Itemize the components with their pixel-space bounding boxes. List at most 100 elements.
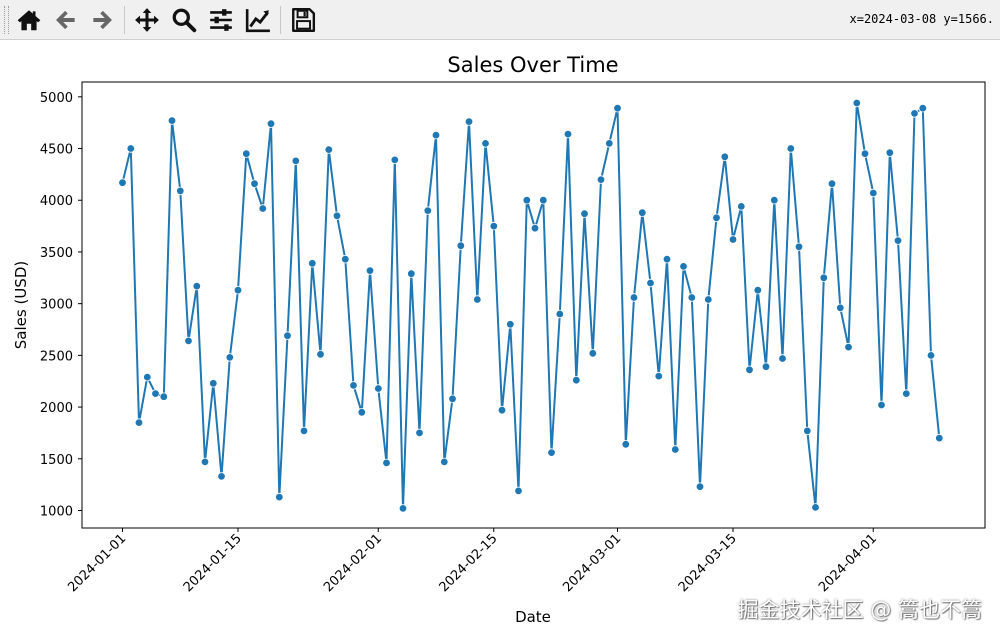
data-point bbox=[630, 294, 638, 302]
data-point bbox=[284, 332, 292, 340]
data-point bbox=[449, 395, 457, 403]
data-point bbox=[614, 104, 622, 112]
data-point bbox=[639, 209, 647, 217]
data-point bbox=[424, 207, 432, 215]
data-point bbox=[622, 441, 630, 449]
data-point bbox=[482, 140, 490, 148]
data-point bbox=[366, 267, 374, 275]
data-point bbox=[399, 505, 407, 513]
data-point bbox=[457, 242, 465, 250]
data-point bbox=[416, 429, 424, 437]
data-point bbox=[465, 118, 473, 126]
data-point bbox=[597, 176, 605, 184]
data-point bbox=[688, 294, 696, 302]
data-point bbox=[795, 243, 803, 251]
y-tick-label: 5000 bbox=[40, 91, 73, 106]
data-point bbox=[193, 282, 201, 290]
data-point bbox=[828, 180, 836, 188]
data-point bbox=[548, 449, 556, 457]
data-point bbox=[919, 104, 927, 112]
chart-title: Sales Over Time bbox=[447, 53, 618, 77]
data-point bbox=[903, 390, 911, 398]
zoom-button[interactable] bbox=[169, 5, 199, 35]
data-point bbox=[300, 427, 308, 435]
data-point bbox=[218, 473, 226, 481]
data-point bbox=[894, 237, 902, 245]
data-point bbox=[754, 286, 762, 294]
data-point bbox=[267, 120, 275, 128]
x-axis-label: Date bbox=[515, 608, 551, 626]
watermark: 掘金技术社区 @ 篙也不篙 bbox=[738, 594, 982, 624]
y-tick-label: 3000 bbox=[40, 298, 73, 313]
data-point bbox=[837, 304, 845, 312]
data-point bbox=[861, 150, 869, 158]
data-point bbox=[911, 110, 919, 118]
pan-button[interactable] bbox=[132, 5, 162, 35]
data-point bbox=[672, 446, 680, 454]
data-point bbox=[581, 210, 589, 218]
back-button[interactable] bbox=[51, 5, 81, 35]
data-point bbox=[309, 260, 317, 268]
data-point bbox=[870, 189, 878, 197]
data-point bbox=[441, 458, 449, 466]
data-point bbox=[531, 224, 539, 232]
data-point bbox=[820, 274, 828, 282]
data-point bbox=[375, 385, 383, 393]
cursor-coordinates: x=2024-03-08 y=1566. bbox=[850, 12, 995, 26]
data-point bbox=[160, 393, 168, 401]
data-point bbox=[515, 487, 523, 495]
y-tick-label: 1000 bbox=[40, 505, 73, 520]
toolbar-grip bbox=[4, 6, 9, 34]
data-point bbox=[342, 255, 350, 263]
edit-axes-button[interactable] bbox=[243, 5, 273, 35]
home-button[interactable] bbox=[14, 5, 44, 35]
forward-button[interactable] bbox=[87, 5, 117, 35]
data-point bbox=[119, 179, 127, 187]
y-tick-label: 3500 bbox=[40, 246, 73, 261]
data-point bbox=[226, 354, 234, 362]
data-point bbox=[729, 236, 737, 244]
data-point bbox=[878, 401, 886, 409]
data-point bbox=[713, 214, 721, 222]
data-point bbox=[663, 255, 671, 263]
data-point bbox=[540, 196, 548, 204]
data-point bbox=[276, 493, 284, 501]
configure-subplots-button[interactable] bbox=[206, 5, 236, 35]
data-point bbox=[705, 296, 713, 304]
back-icon bbox=[53, 7, 79, 33]
data-point bbox=[771, 196, 779, 204]
data-point bbox=[647, 279, 655, 287]
home-icon bbox=[16, 7, 42, 33]
data-point bbox=[333, 212, 341, 220]
data-point bbox=[680, 263, 688, 271]
data-point bbox=[738, 203, 746, 211]
y-tick-label: 1500 bbox=[40, 453, 73, 468]
y-tick-label: 2000 bbox=[40, 401, 73, 416]
data-point bbox=[201, 458, 209, 466]
data-point bbox=[564, 130, 572, 138]
y-tick-label: 4500 bbox=[40, 143, 73, 158]
data-point bbox=[812, 504, 820, 512]
edit-axes-icon bbox=[245, 7, 271, 33]
data-point bbox=[886, 149, 894, 157]
data-point bbox=[936, 434, 944, 442]
data-point bbox=[127, 145, 135, 153]
data-point bbox=[721, 153, 729, 161]
data-point bbox=[474, 296, 482, 304]
data-point bbox=[408, 270, 416, 278]
data-point bbox=[696, 483, 704, 491]
data-point bbox=[317, 351, 325, 359]
data-point bbox=[135, 419, 143, 427]
data-point bbox=[391, 156, 399, 164]
save-button[interactable] bbox=[288, 5, 318, 35]
data-point bbox=[556, 310, 564, 318]
data-point bbox=[432, 131, 440, 139]
figure: Sales Over Time 1000 1500 2000 2500 3000 3500… bbox=[0, 40, 1000, 640]
data-point bbox=[589, 350, 597, 358]
line-chart[interactable]: Sales Over Time 1000 1500 2000 2500 3000 3500… bbox=[0, 40, 1000, 640]
data-point bbox=[383, 459, 391, 467]
y-tick-label: 2500 bbox=[40, 349, 73, 364]
data-point bbox=[185, 337, 193, 345]
data-point bbox=[358, 409, 366, 417]
